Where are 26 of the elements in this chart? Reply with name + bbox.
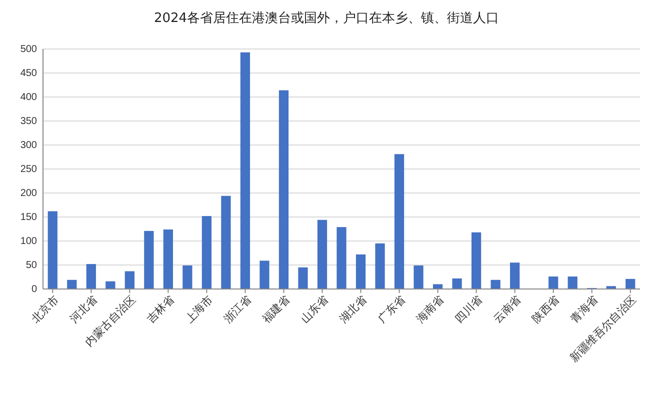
x-tick-label: 河北省 — [67, 293, 100, 326]
x-tick-label: 陕西省 — [529, 293, 562, 326]
y-tick-label: 350 — [20, 116, 38, 128]
y-tick-label: 0 — [31, 284, 38, 296]
y-tick-label: 150 — [20, 212, 38, 224]
chart-title: 2024各省居住在港澳台或国外，户口在本乡、镇、街道人口 — [154, 11, 500, 26]
y-tick-label: 250 — [20, 164, 38, 176]
x-tick-label: 广东省 — [375, 293, 408, 326]
x-tick-label: 上海市 — [182, 293, 216, 326]
x-tick-label: 山东省 — [298, 293, 331, 326]
x-tick-label: 浙江省 — [221, 293, 254, 326]
y-tick-label: 450 — [20, 68, 38, 80]
x-tick-label: 福建省 — [260, 293, 292, 326]
y-tick-label: 200 — [20, 188, 38, 200]
x-tick-label: 海南省 — [414, 293, 446, 326]
y-tick-label: 100 — [20, 236, 38, 248]
y-tick-label: 500 — [20, 44, 38, 56]
x-tick-label: 青海省 — [568, 293, 600, 326]
x-tick-label: 云南省 — [490, 293, 524, 326]
y-tick-label: 400 — [20, 92, 38, 104]
x-tick-label: 吉林省 — [144, 293, 177, 326]
y-tick-label: 50 — [26, 260, 38, 272]
x-tick-label: 湖北省 — [336, 293, 370, 326]
y-tick-label: 300 — [20, 140, 38, 152]
x-tick-label: 四川省 — [452, 293, 485, 326]
x-tick-label: 北京市 — [28, 293, 62, 326]
